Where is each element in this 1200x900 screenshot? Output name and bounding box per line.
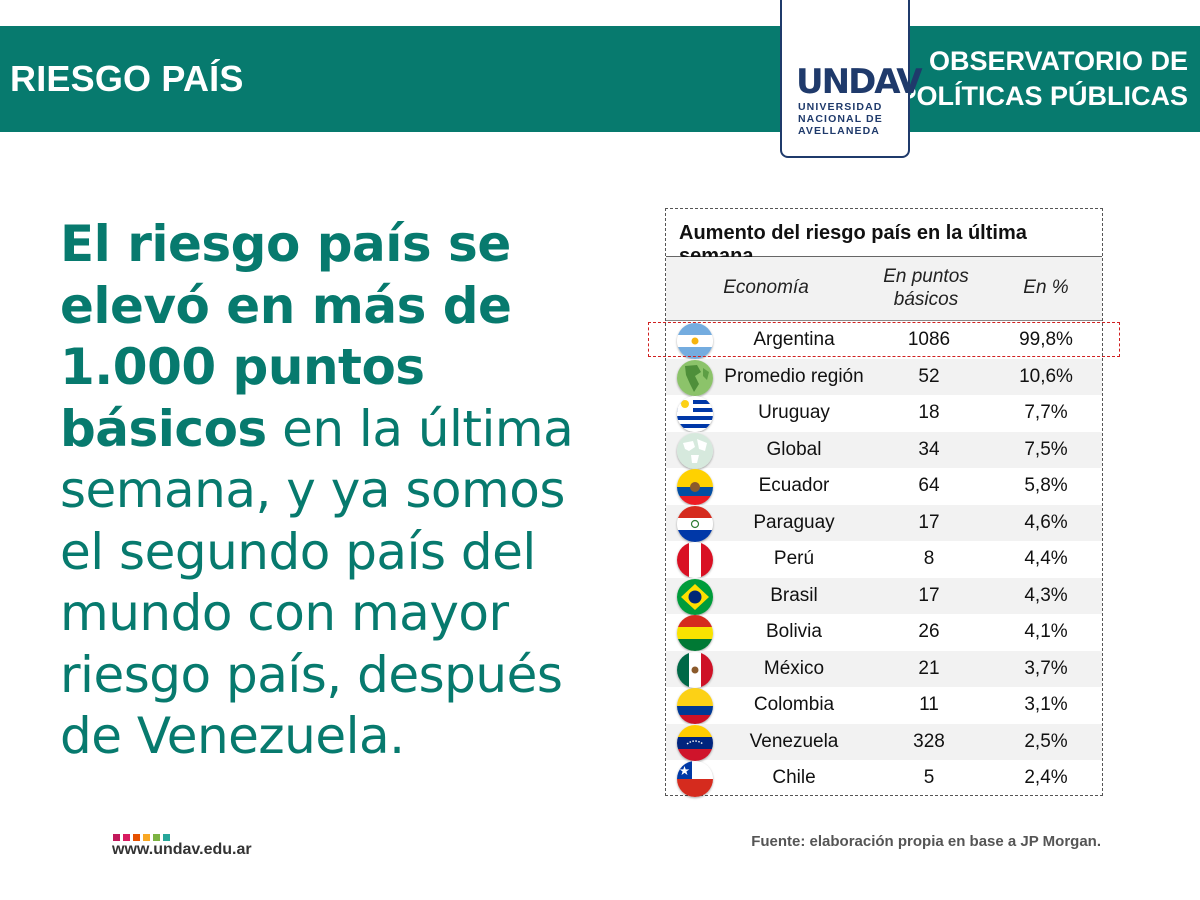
points-value: 18 xyxy=(918,402,940,423)
venezuela-flag-icon xyxy=(677,724,713,761)
economy-name: Promedio región xyxy=(724,365,864,387)
column-header-points-line1: En puntos xyxy=(883,266,969,287)
table-row: Colombia 11 3,1% xyxy=(666,687,1102,724)
economy-name: Chile xyxy=(772,767,816,788)
points-value: 26 xyxy=(918,621,940,642)
table-row: Uruguay 18 7,7% xyxy=(666,395,1102,432)
statement-bold: El riesgo país se elevó en más de 1.000 … xyxy=(60,215,512,458)
economy-name: Global xyxy=(766,438,822,460)
points-value: 21 xyxy=(918,657,940,679)
table-row: Promedio región 52 10,6% xyxy=(666,358,1102,396)
brand-dot xyxy=(153,834,160,841)
percent-value: 5,8% xyxy=(1024,475,1068,496)
peru-flag-icon xyxy=(677,542,713,578)
table-header: Economía En puntos básicos En % xyxy=(666,257,1102,321)
brazil-flag-icon xyxy=(677,578,713,615)
percent-value: 7,5% xyxy=(1024,438,1068,460)
org-name-line2: POLÍTICAS PÚBLICAS xyxy=(898,81,1188,111)
percent-value: 2,4% xyxy=(1024,767,1068,788)
column-header-points-line2: básicos xyxy=(893,289,959,310)
logo-line-2: NACIONAL DE xyxy=(798,113,883,125)
brand-dot xyxy=(163,834,170,841)
table-row: Chile 5 2,4% xyxy=(666,760,1102,797)
uruguay-flag-icon xyxy=(677,396,713,432)
points-value: 52 xyxy=(918,365,940,387)
brand-dot xyxy=(113,834,120,841)
mexico-flag-icon xyxy=(677,651,713,688)
points-value: 328 xyxy=(913,730,945,752)
economy-name: Paraguay xyxy=(753,511,835,533)
points-value: 11 xyxy=(919,694,939,715)
table-row: Perú 8 4,4% xyxy=(666,541,1102,578)
table-row: Bolivia 26 4,1% xyxy=(666,614,1102,651)
undav-logo: UNDAV UNIVERSIDAD NACIONAL DE AVELLANEDA xyxy=(780,0,923,158)
brand-dot xyxy=(123,834,130,841)
source-note: Fuente: elaboración propia en base a JP … xyxy=(751,833,1101,850)
main-statement: El riesgo país se elevó en más de 1.000 … xyxy=(60,214,620,768)
table-row: México 21 3,7% xyxy=(666,650,1102,688)
brand-dot xyxy=(143,834,150,841)
org-name: OBSERVATORIO DE POLÍTICAS PÚBLICAS xyxy=(898,44,1188,114)
points-value: 5 xyxy=(923,767,935,788)
percent-value: 4,4% xyxy=(1024,548,1068,569)
points-value: 17 xyxy=(918,584,940,606)
points-value: 8 xyxy=(923,548,935,569)
globe-americas-icon xyxy=(677,359,713,396)
risk-table: Aumento del riesgo país en la última sem… xyxy=(665,208,1103,797)
economy-name: Perú xyxy=(773,548,815,569)
brand-dot xyxy=(133,834,140,841)
colombia-flag-icon xyxy=(677,688,713,724)
column-header-percent: En % xyxy=(1023,277,1069,298)
percent-value: 99,8% xyxy=(1019,329,1073,350)
ecuador-flag-icon xyxy=(677,469,713,505)
website-url[interactable]: www.undav.edu.ar xyxy=(112,841,252,858)
brand-color-dots xyxy=(113,828,173,841)
percent-value: 4,3% xyxy=(1024,584,1068,606)
economy-name: Uruguay xyxy=(758,402,830,423)
column-header-points: En puntos básicos xyxy=(861,265,991,311)
table-row: Paraguay 17 4,6% xyxy=(666,504,1102,542)
economy-name: Ecuador xyxy=(758,475,830,496)
table-row: Global 34 7,5% xyxy=(666,431,1102,469)
percent-value: 7,7% xyxy=(1024,402,1068,423)
table-row: Ecuador 64 5,8% xyxy=(666,468,1102,505)
statement-rest: en la última semana, y ya somos el segun… xyxy=(60,399,574,766)
economy-name: Colombia xyxy=(753,694,835,715)
table-title: Aumento del riesgo país en la última sem… xyxy=(666,209,1102,267)
header-band xyxy=(0,26,1200,132)
economy-name: Argentina xyxy=(753,329,835,350)
points-value: 64 xyxy=(918,475,940,496)
percent-value: 3,7% xyxy=(1024,657,1068,679)
globe-icon xyxy=(677,432,713,469)
logo-subtitle: UNIVERSIDAD NACIONAL DE AVELLANEDA xyxy=(798,101,896,137)
bolivia-flag-icon xyxy=(677,615,713,651)
economy-name: México xyxy=(763,657,825,679)
points-value: 34 xyxy=(918,438,940,460)
org-name-line1: OBSERVATORIO DE xyxy=(928,46,1188,76)
table-row: Brasil 17 4,3% xyxy=(666,577,1102,615)
argentina-highlight-box xyxy=(648,322,1120,357)
points-value: 17 xyxy=(918,511,940,533)
points-value: 1086 xyxy=(907,329,951,350)
table-body: Argentina 1086 99,8% Promedio región 52 10,6%… xyxy=(666,322,1102,797)
logo-mark: UNDAV xyxy=(796,62,923,102)
column-header-economy: Economía xyxy=(723,277,809,298)
economy-name: Bolivia xyxy=(766,621,822,642)
percent-value: 4,6% xyxy=(1024,511,1068,533)
logo-line-1: UNIVERSIDAD xyxy=(798,101,883,113)
logo-line-3: AVELLANEDA xyxy=(798,125,880,137)
percent-value: 10,6% xyxy=(1019,365,1073,387)
percent-value: 3,1% xyxy=(1024,694,1068,715)
table-row: Venezuela 328 2,5% xyxy=(666,723,1102,761)
chile-flag-icon xyxy=(677,761,713,797)
page-title: RIESGO PAÍS xyxy=(10,58,244,99)
percent-value: 2,5% xyxy=(1024,730,1068,752)
economy-name: Venezuela xyxy=(749,730,839,752)
percent-value: 4,1% xyxy=(1024,621,1068,642)
paraguay-flag-icon xyxy=(677,505,713,542)
economy-name: Brasil xyxy=(770,584,818,606)
